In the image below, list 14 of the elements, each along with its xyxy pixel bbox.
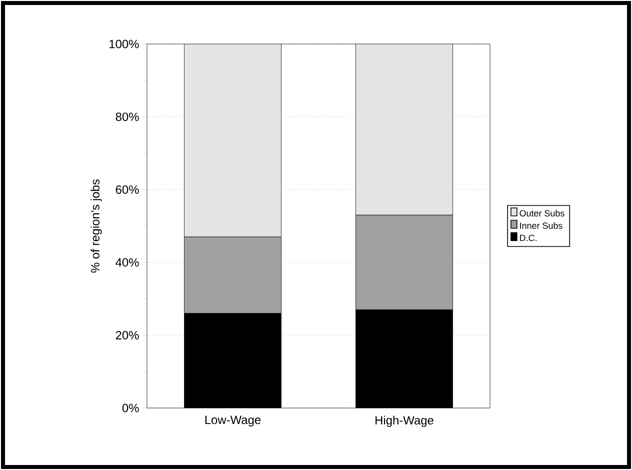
y-tick-label: 80% <box>116 112 139 122</box>
y-tick-label: 40% <box>116 258 139 267</box>
x-tick-label: High-Wage <box>376 416 434 427</box>
legend-label: Inner Subs <box>520 222 562 229</box>
legend-label: Outer Subs <box>520 210 564 216</box>
y-tick-label: 20% <box>116 330 139 340</box>
bar <box>184 44 282 238</box>
bar <box>356 44 453 216</box>
x-tick-label: Low-Wage <box>205 416 261 426</box>
y-tick-label: 60% <box>116 185 139 194</box>
legend-label: D.C. <box>520 234 536 242</box>
y-axis-title: % of region's jobs <box>90 179 102 273</box>
y-tick-label: 0% <box>122 404 139 412</box>
y-tick-label: 100% <box>110 40 139 48</box>
